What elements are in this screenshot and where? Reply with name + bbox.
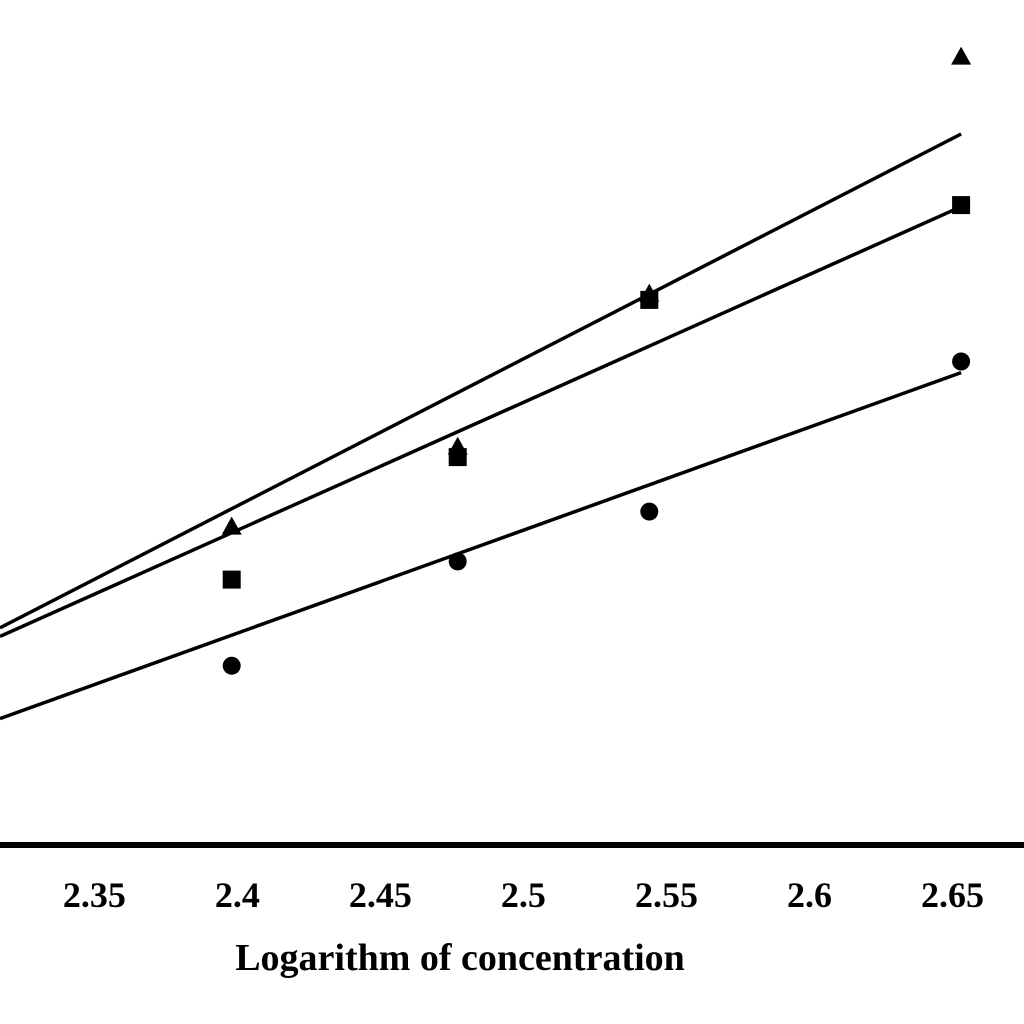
square-point-3: [640, 290, 659, 309]
fit-line-circle: [0, 370, 962, 721]
x-tick-label: 2.45: [349, 875, 412, 915]
x-tick-label: 2.6: [787, 875, 832, 915]
x-tick-label: 2.55: [635, 875, 698, 915]
x-axis-title: Logarithm of concentration: [235, 937, 685, 979]
x-tick-label: 2.4: [215, 875, 260, 915]
triangle-point-1: [221, 516, 242, 535]
circle-point-2: [448, 552, 467, 571]
x-tick-label: 2.5: [501, 875, 546, 915]
fit-lines: [0, 132, 962, 721]
circle-point-3: [640, 502, 659, 521]
circle-point-1: [222, 656, 241, 675]
square-point-1: [222, 570, 241, 589]
square-point-4: [952, 196, 971, 215]
fit-line-square: [0, 205, 962, 638]
x-tick-label: 2.65: [921, 875, 984, 915]
fit-line-triangle: [0, 132, 962, 630]
triangle-point-4: [951, 46, 972, 65]
x-tick-labels: 2.35 2.4 2.45 2.5 2.55 2.6 2.65: [63, 875, 984, 915]
x-tick-label: 2.35: [63, 875, 126, 915]
data-markers: [221, 46, 972, 675]
circle-point-4: [952, 352, 971, 371]
square-point-2: [448, 448, 467, 467]
